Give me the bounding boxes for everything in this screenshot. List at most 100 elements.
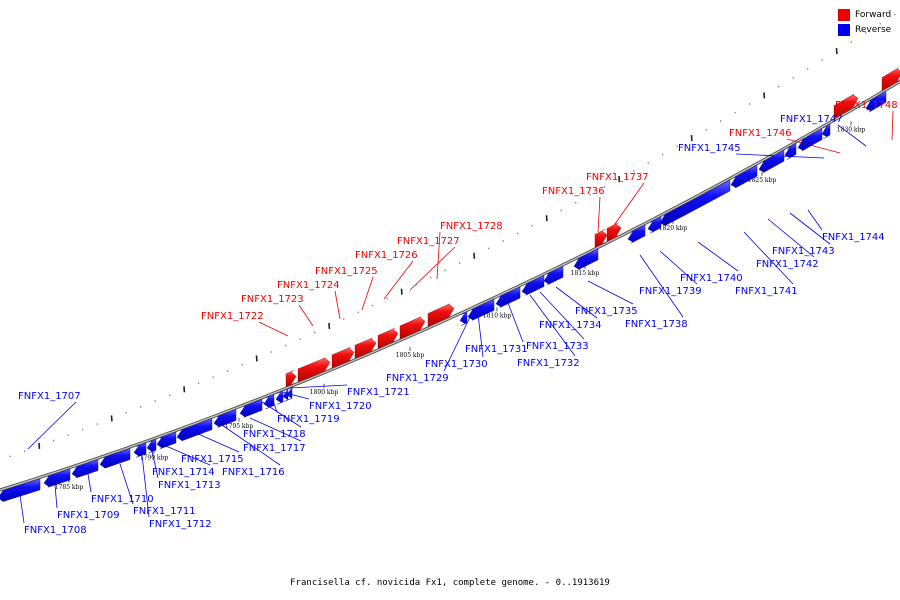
gene-FNFX1_1725[interactable]: [354, 337, 377, 359]
label-FNFX1_1714[interactable]: FNFX1_1714: [152, 467, 215, 478]
label-FNFX1_1746[interactable]: FNFX1_1746: [729, 128, 792, 139]
label-FNFX1_1745[interactable]: FNFX1_1745: [678, 143, 741, 154]
label-FNFX1_1744[interactable]: FNFX1_1744: [822, 232, 885, 243]
label-FNFX1_1713[interactable]: FNFX1_1713: [158, 480, 221, 491]
gene-FNFX1_1718[interactable]: [263, 394, 275, 410]
gene-FNFX1_1746[interactable]: [833, 93, 859, 120]
label-FNFX1_1742[interactable]: FNFX1_1742: [756, 259, 819, 270]
label-FNFX1_1747[interactable]: FNFX1_1747: [780, 114, 843, 125]
label-FNFX1_1722[interactable]: FNFX1_1722: [201, 311, 264, 322]
forward-swatch: [838, 9, 850, 21]
label-FNFX1_1730[interactable]: FNFX1_1730: [425, 359, 488, 370]
gene-FNFX1_1728[interactable]: [427, 303, 455, 327]
gene-FNFX1_1729[interactable]: [459, 311, 468, 326]
label-FNFX1_1732[interactable]: FNFX1_1732: [517, 358, 580, 369]
leader-FNFX1_1713: [151, 450, 159, 479]
gene-FNFX1_1738[interactable]: [627, 224, 646, 244]
label-FNFX1_1741[interactable]: FNFX1_1741: [735, 286, 798, 297]
label-FNFX1_1734[interactable]: FNFX1_1734: [539, 320, 602, 331]
leader-FNFX1_1748: [891, 110, 894, 141]
label-FNFX1_1726[interactable]: FNFX1_1726: [355, 250, 418, 261]
label-FNFX1_1707[interactable]: FNFX1_1707: [18, 391, 81, 402]
label-FNFX1_1740[interactable]: FNFX1_1740: [680, 273, 743, 284]
gene-FNFX1_1723[interactable]: [297, 357, 331, 383]
label-FNFX1_1739[interactable]: FNFX1_1739: [639, 286, 702, 297]
label-FNFX1_1712[interactable]: FNFX1_1712: [149, 519, 212, 530]
label-FNFX1_1738[interactable]: FNFX1_1738: [625, 319, 688, 330]
scale-ticks: 1785 kbp 1790 kbp 1795 kbp 1800 kbp 1805 kbp…: [9, 13, 896, 491]
gene-labels: FNFX1_1707 FNFX1_1708 FNFX1_1709 FNFX1_1710…: [18, 100, 898, 536]
leader-FNFX1_1742: [767, 218, 815, 258]
scale-label: 1825 kbp: [748, 177, 777, 184]
gene-FNFX1_1722[interactable]: [285, 370, 297, 388]
gene-FNFX1_1741[interactable]: [730, 164, 758, 189]
gene-FNFX1_1740[interactable]: [659, 179, 731, 226]
label-FNFX1_1727[interactable]: FNFX1_1727: [397, 236, 460, 247]
leader-FNFX1_1714: [165, 445, 211, 466]
leader-FNFX1_1735: [587, 280, 634, 305]
gene-FNFX1_1733[interactable]: [543, 265, 564, 286]
leader-FNFX1_1741: [743, 231, 794, 285]
gene-FNFX1_1726[interactable]: [377, 328, 399, 349]
leader-FNFX1_1716: [221, 424, 281, 466]
diagram-caption: Francisella cf. novicida Fx1, complete g…: [290, 578, 610, 588]
label-FNFX1_1743[interactable]: FNFX1_1743: [772, 246, 835, 257]
gene-FNFX1_1712[interactable]: [133, 442, 147, 458]
gene-FNFX1_1730[interactable]: [467, 298, 495, 321]
leader-FNFX1_1709: [54, 484, 58, 509]
label-FNFX1_1711[interactable]: FNFX1_1711: [133, 506, 196, 517]
label-FNFX1_1716[interactable]: FNFX1_1716: [222, 467, 285, 478]
gene-FNFX1_1710[interactable]: [71, 459, 99, 479]
gene-FNFX1_1721[interactable]: [286, 386, 293, 401]
label-FNFX1_1708[interactable]: FNFX1_1708: [24, 525, 87, 536]
label-FNFX1_1720[interactable]: FNFX1_1720: [309, 401, 372, 412]
label-FNFX1_1717[interactable]: FNFX1_1717: [243, 443, 306, 454]
gene-FNFX1_1715[interactable]: [176, 418, 213, 442]
gene-FNFX1_1711[interactable]: [99, 448, 131, 469]
label-FNFX1_1735[interactable]: FNFX1_1735: [575, 306, 638, 317]
label-FNFX1_1731[interactable]: FNFX1_1731: [465, 344, 528, 355]
gene-FNFX1_1716[interactable]: [213, 409, 237, 428]
gene-FNFX1_1745[interactable]: [821, 123, 831, 139]
gene-FNFX1_1742[interactable]: [758, 149, 785, 173]
gene-FNFX1_1737[interactable]: [606, 222, 622, 242]
gene-FNFX1_1714[interactable]: [156, 431, 177, 449]
label-FNFX1_1733[interactable]: FNFX1_1733: [526, 341, 589, 352]
gene-FNFX1_1724[interactable]: [331, 347, 355, 369]
gene-FNFX1_1709[interactable]: [43, 468, 71, 488]
label-FNFX1_1710[interactable]: FNFX1_1710: [91, 494, 154, 505]
gene-FNFX1_1717[interactable]: [239, 399, 263, 418]
label-FNFX1_1725[interactable]: FNFX1_1725: [315, 266, 378, 277]
label-FNFX1_1723[interactable]: FNFX1_1723: [241, 294, 304, 305]
gene-FNFX1_1735[interactable]: [573, 248, 599, 271]
label-FNFX1_1719[interactable]: FNFX1_1719: [277, 414, 340, 425]
leader-FNFX1_1739: [659, 250, 698, 285]
gene-FNFX1_1731[interactable]: [495, 286, 521, 308]
leader-FNFX1_1710: [87, 473, 92, 493]
reverse-swatch: [838, 24, 850, 36]
gene-FNFX1_1736[interactable]: [594, 229, 608, 248]
leader-FNFX1_1721: [289, 384, 348, 389]
gene-FNFX1_1713[interactable]: [146, 438, 157, 454]
label-FNFX1_1729[interactable]: FNFX1_1729: [386, 373, 449, 384]
label-FNFX1_1721[interactable]: FNFX1_1721: [347, 387, 410, 398]
gene-FNFX1_1727[interactable]: [399, 316, 426, 340]
leader-FNFX1_1737: [611, 182, 645, 229]
leader-FNFX1_1726: [383, 260, 414, 300]
label-FNFX1_1709[interactable]: FNFX1_1709: [57, 510, 120, 521]
gene-FNFX1_1747[interactable]: [865, 90, 887, 113]
label-FNFX1_1748[interactable]: FNFX1_1748: [835, 100, 898, 111]
gene-FNFX1_1708[interactable]: [0, 478, 41, 502]
leader-FNFX1_1708: [19, 494, 25, 524]
label-FNFX1_1715[interactable]: FNFX1_1715: [181, 454, 244, 465]
scale-label: 1815 kbp: [571, 270, 600, 277]
label-FNFX1_1724[interactable]: FNFX1_1724: [277, 280, 340, 291]
leader-FNFX1_1723: [298, 304, 314, 327]
scale-label: 1790 kbp: [140, 454, 169, 461]
label-FNFX1_1728[interactable]: FNFX1_1728: [440, 221, 503, 232]
scale-label: 1805 kbp: [396, 352, 425, 359]
label-FNFX1_1737[interactable]: FNFX1_1737: [586, 172, 649, 183]
label-FNFX1_1736[interactable]: FNFX1_1736: [542, 186, 605, 197]
label-FNFX1_1718[interactable]: FNFX1_1718: [243, 429, 306, 440]
gene-FNFX1_1743[interactable]: [784, 143, 797, 160]
